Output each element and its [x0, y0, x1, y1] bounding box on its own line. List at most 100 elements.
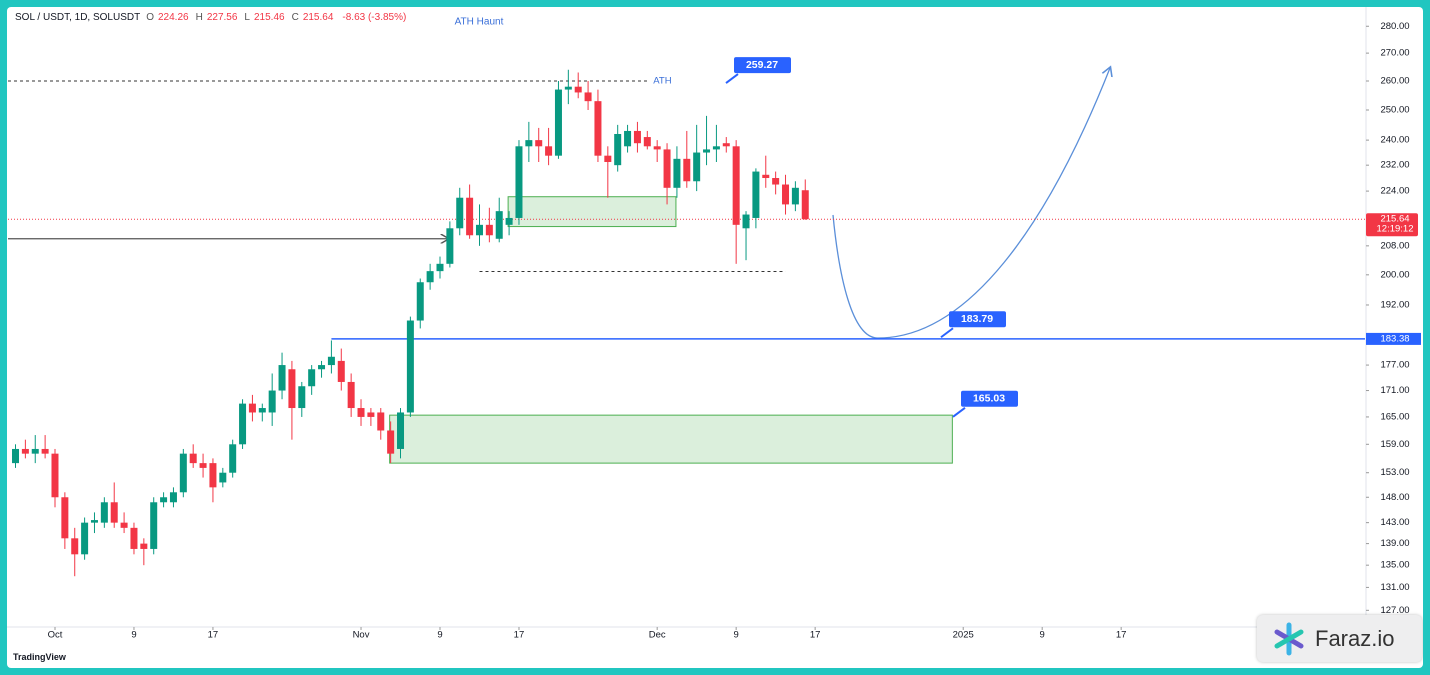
- candle-body: [495, 211, 503, 239]
- candle-body: [653, 146, 661, 150]
- x-tick-label: Oct: [48, 630, 63, 641]
- candle-body: [663, 149, 671, 188]
- candle-body: [594, 101, 602, 156]
- candle-body: [110, 502, 118, 523]
- candle-body: [614, 133, 622, 166]
- legend-key: C: [291, 12, 299, 23]
- candle-body: [772, 178, 780, 185]
- candle-body: [81, 522, 89, 555]
- x-tick-label: 17: [514, 630, 525, 641]
- candle-body: [752, 171, 760, 218]
- y-tick-label: 135.00: [1380, 560, 1409, 571]
- last-price: 215.64: [1380, 214, 1409, 225]
- candle-body: [318, 365, 326, 370]
- callout-pointer: [940, 327, 954, 339]
- support-price-box: [1366, 332, 1421, 345]
- candle-body: [791, 187, 799, 205]
- candle-body: [71, 538, 79, 555]
- candle-body: [456, 197, 464, 229]
- candle-body: [387, 430, 395, 454]
- candle-body: [229, 444, 237, 473]
- candle-body: [209, 463, 217, 488]
- candle-body: [278, 365, 286, 391]
- candle-body: [505, 217, 513, 225]
- countdown: 12:19:12: [1377, 224, 1414, 235]
- candle-body: [367, 412, 375, 417]
- y-tick-label: 192.00: [1380, 299, 1409, 310]
- candle-body: [248, 403, 256, 413]
- support-price: 183.38: [1380, 333, 1409, 344]
- x-tick-label: 2025: [953, 630, 974, 641]
- candle-body: [436, 263, 444, 272]
- candle-body: [160, 497, 168, 503]
- candle-body: [90, 520, 98, 523]
- callout-label: 259.27: [746, 59, 778, 71]
- candle-body: [268, 390, 276, 413]
- y-tick-label: 250.00: [1380, 104, 1409, 115]
- watermark-box: Faraz.io: [1257, 615, 1422, 662]
- callout-pointer: [725, 73, 739, 84]
- symbol: SOL / USDT, 1D, SOLUSDT: [15, 12, 141, 23]
- legend-key: H: [195, 12, 203, 23]
- candle-body: [130, 527, 138, 549]
- candle-body: [722, 143, 730, 147]
- candle-body: [584, 92, 592, 102]
- y-tick-label: 208.00: [1380, 240, 1409, 251]
- symbol-legend: SOL / USDT, 1D, SOLUSDT O 224.26 H 227.56 L 2…: [15, 12, 406, 23]
- chart-frame: ATH Haunt 280.00 270.00 260.00 250.00 240.00…: [7, 7, 1423, 668]
- x-tick-label: 17: [208, 630, 219, 641]
- candle-body: [742, 214, 750, 229]
- candle-body: [712, 146, 720, 150]
- candle-body: [327, 356, 335, 366]
- chart: ATH Haunt 280.00 270.00 260.00 250.00 240.00…: [7, 7, 1421, 641]
- x-tick-label: Nov: [353, 630, 370, 641]
- candle-body: [683, 158, 691, 182]
- candle-body: [554, 89, 562, 156]
- x-tick-label: 9: [1040, 630, 1045, 641]
- candle-body: [100, 502, 108, 523]
- ath-label: ATH: [653, 76, 671, 87]
- candle-body: [574, 86, 582, 93]
- candle-body: [337, 360, 345, 382]
- y-tick-label: 143.00: [1380, 517, 1409, 528]
- candle-body: [357, 408, 365, 417]
- candle-body: [308, 369, 316, 387]
- demand-zone: [389, 414, 953, 464]
- candle-body: [31, 448, 39, 454]
- legend-key: L: [244, 12, 250, 23]
- candle-body: [61, 497, 69, 539]
- y-tick-label: 224.00: [1380, 186, 1409, 197]
- y-tick-label: 280.00: [1380, 21, 1409, 32]
- x-tick-label: 17: [810, 630, 821, 641]
- y-tick-label: 139.00: [1380, 538, 1409, 549]
- y-tick-label: 200.00: [1380, 269, 1409, 280]
- candle-body: [347, 381, 355, 409]
- candle-body: [426, 271, 434, 283]
- candle-body: [633, 130, 641, 144]
- y-tick-label: 270.00: [1380, 48, 1409, 59]
- platform-logo: TradingView: [13, 652, 66, 662]
- candle-body: [21, 448, 29, 454]
- candle-body: [51, 453, 59, 498]
- candle-body: [673, 158, 681, 188]
- candle-body: [179, 453, 187, 493]
- candle-body: [535, 140, 543, 147]
- callout-pointer: [952, 406, 966, 418]
- candle-body: [703, 149, 711, 153]
- candle-body: [406, 320, 414, 413]
- candle-body: [219, 472, 227, 483]
- legend-key: O: [146, 12, 154, 23]
- candle-body: [258, 408, 266, 413]
- legend-value: 224.26: [158, 12, 189, 23]
- candle-body: [150, 502, 158, 549]
- x-tick-label: 9: [437, 630, 442, 641]
- candle-body: [801, 190, 809, 220]
- callout-box: [961, 390, 1018, 407]
- legend-value: 215.46: [253, 12, 285, 23]
- candle-body: [525, 140, 533, 147]
- candle-body: [120, 522, 128, 528]
- candle-body: [416, 282, 424, 321]
- callout-box: [734, 57, 791, 74]
- candle-body: [475, 224, 483, 236]
- candle-body: [624, 130, 632, 147]
